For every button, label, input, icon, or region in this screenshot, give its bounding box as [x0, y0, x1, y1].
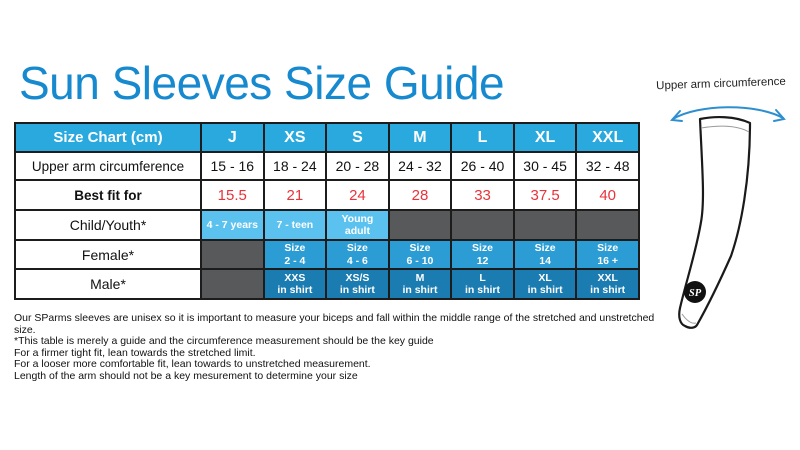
column-header-xxl: XXL [575, 122, 640, 153]
empty-cell [575, 209, 640, 241]
male-size-cell: XL in shirt [512, 268, 578, 300]
male-size-cell: L in shirt [450, 268, 515, 300]
best-fit-cell: 28 [387, 179, 453, 211]
footnote-line: Our SParms sleeves are unisex so it is i… [14, 312, 655, 336]
male-size-cell: XXL in shirt [575, 268, 640, 300]
best-fit-cell: 21 [262, 179, 328, 211]
female-size-cell: Size 16 + [575, 239, 640, 270]
child-size-cell: Young adult [325, 209, 390, 241]
female-size-cell: Size 4 - 6 [325, 239, 390, 270]
male-size-cell: XXS in shirt [262, 268, 328, 300]
best-fit-cell: 24 [325, 179, 390, 211]
female-size-cell: Size 12 [450, 239, 515, 270]
column-header-m: M [387, 122, 453, 153]
child-size-cell: 7 - teen [262, 209, 328, 241]
column-header-l: L [450, 122, 515, 153]
sp-logo-circle [684, 281, 706, 303]
female-size-cell: Size 14 [512, 239, 578, 270]
row-upper-arm-circumference: Upper arm circumference 15 - 16 18 - 24 … [14, 151, 640, 181]
male-size-cell: M in shirt [387, 268, 453, 300]
row-label: Child/Youth* [14, 209, 202, 241]
circumference-cell: 24 - 32 [387, 151, 453, 181]
best-fit-cell: 33 [450, 179, 515, 211]
footnotes: Our SParms sleeves are unisex so it is i… [14, 312, 662, 383]
circumference-cell: 26 - 40 [450, 151, 515, 181]
page-title: Sun Sleeves Size Guide [19, 57, 505, 109]
column-header-xl: XL [512, 122, 578, 153]
row-label: Upper arm circumference [14, 151, 202, 181]
header-size-chart: Size Chart (cm) [14, 122, 202, 153]
footnote-line: For a firmer tight fit, lean towards the… [14, 346, 256, 359]
empty-cell [512, 209, 578, 241]
best-fit-cell: 15.5 [200, 179, 265, 211]
circumference-cell: 15 - 16 [200, 151, 265, 181]
empty-cell [450, 209, 515, 241]
best-fit-cell: 37.5 [512, 179, 578, 211]
empty-cell [200, 268, 265, 300]
circumference-arrow-icon [669, 106, 786, 122]
circumference-cell: 18 - 24 [262, 151, 328, 181]
male-size-cell: XS/S in shirt [325, 268, 390, 300]
row-female: Female* Size 2 - 4 Size 4 - 6 Size 6 - 1… [14, 239, 640, 270]
footnote-line: For a looser more comfortable fit, lean … [14, 358, 371, 371]
footnote-line: *This table is merely a guide and the ci… [14, 335, 434, 348]
row-label: Male* [14, 268, 202, 300]
column-header-s: S [325, 122, 390, 153]
column-header-xs: XS [262, 122, 328, 153]
circumference-cell: 30 - 45 [512, 151, 578, 181]
sp-logo: SP [684, 281, 706, 303]
row-best-fit: Best fit for 15.5 21 24 28 33 37.5 40 [14, 179, 640, 211]
row-label: Female* [14, 239, 202, 270]
empty-cell [387, 209, 453, 241]
column-header-j: J [200, 122, 265, 153]
size-chart-table: Size Chart (cm) J XS S M L XL XXL Upper … [14, 122, 640, 300]
table-header-row: Size Chart (cm) J XS S M L XL XXL [14, 122, 640, 153]
sleeve-illustration: SP [669, 106, 786, 329]
female-size-cell: Size 2 - 4 [262, 239, 328, 270]
sp-logo-text: SP [689, 288, 702, 299]
empty-cell [200, 239, 265, 270]
sleeve-outline [678, 116, 752, 329]
row-male: Male* XXS in shirt XS/S in shirt M in sh… [14, 268, 640, 300]
best-fit-cell: 40 [575, 179, 640, 211]
row-label: Best fit for [14, 179, 202, 211]
row-child-youth: Child/Youth* 4 - 7 years 7 - teen Young … [14, 209, 640, 241]
circumference-cell: 32 - 48 [575, 151, 640, 181]
circumference-cell: 20 - 28 [325, 151, 390, 181]
child-size-cell: 4 - 7 years [200, 209, 265, 241]
female-size-cell: Size 6 - 10 [387, 239, 453, 270]
footnote-line: Length of the arm should not be a key me… [14, 369, 358, 382]
